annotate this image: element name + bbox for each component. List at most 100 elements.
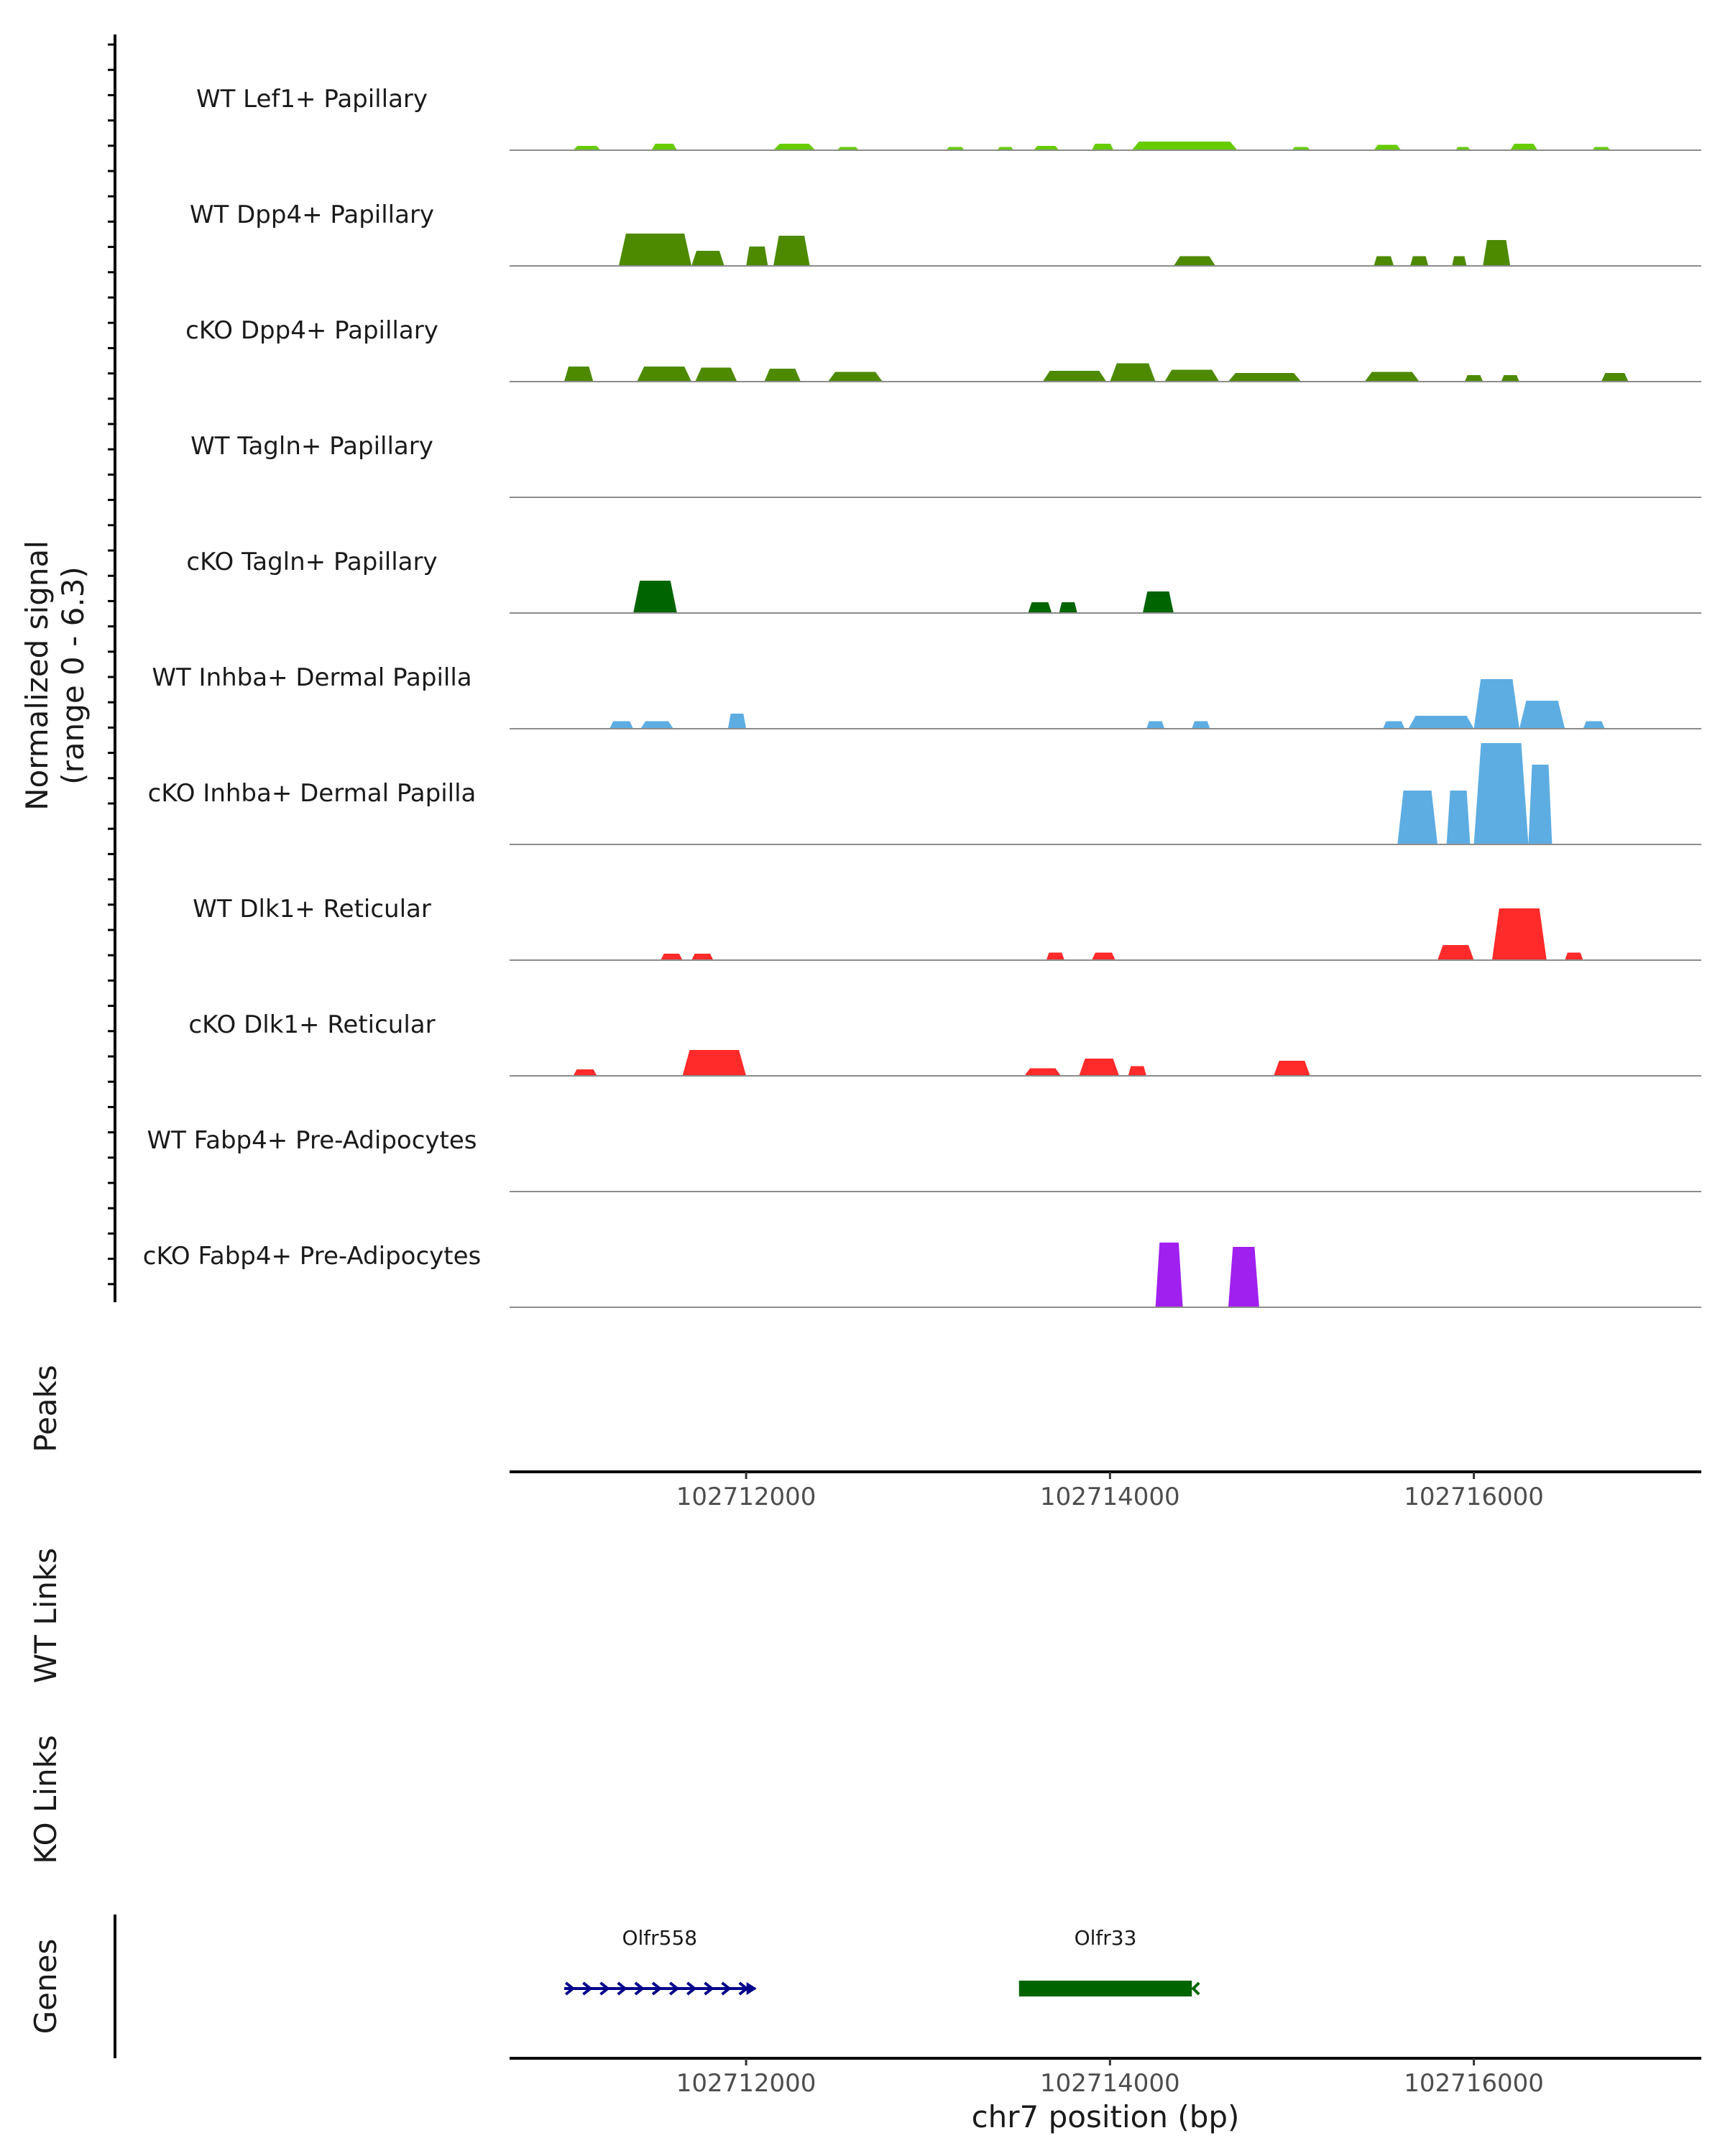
coverage-peak xyxy=(1446,791,1471,844)
signal-tracks: WT Lef1+ Papillary WT Dpp4+ Papillary cKO … xyxy=(143,85,1701,1308)
coverage-peak xyxy=(691,954,714,960)
coverage-peak xyxy=(1510,144,1538,150)
x-axis-tick-label: 102712000 xyxy=(676,2069,816,2098)
coverage-peak xyxy=(1059,602,1077,613)
signal-track: WT Tagln+ Papillary xyxy=(190,432,1701,498)
coverage-peak xyxy=(1583,721,1605,729)
coverage-peak xyxy=(997,147,1014,150)
gene-exon xyxy=(1018,1981,1192,1996)
coverage-peak xyxy=(764,369,801,382)
coverage-peak xyxy=(1491,908,1547,960)
coverage-peak xyxy=(1383,721,1405,729)
coverage-peak xyxy=(1131,142,1238,150)
coverage-peak xyxy=(695,367,737,382)
coverage-peak xyxy=(573,1069,597,1076)
coverage-peak xyxy=(727,714,747,729)
track-label: WT Inhba+ Dermal Papilla xyxy=(152,663,472,692)
peaks-x-axis-ticks: 102712000 102714000 102716000 xyxy=(676,1472,1544,1511)
strand-arrow xyxy=(564,1981,576,1996)
x-axis-tick-label: 102716000 xyxy=(1404,1483,1544,1511)
track-label: WT Tagln+ Papillary xyxy=(190,432,433,461)
wt-links-panel-label: WT Links xyxy=(28,1548,63,1683)
coverage-peak xyxy=(1374,144,1402,150)
coverage-peak xyxy=(1155,1243,1183,1307)
coverage-peak xyxy=(1092,144,1114,150)
gene-model: Olfr558 xyxy=(564,1926,757,1996)
coverage-peak xyxy=(1601,373,1629,382)
coverage-peak xyxy=(1408,716,1474,729)
coverage-peak xyxy=(1565,952,1583,960)
strand-arrow xyxy=(651,1981,663,1996)
signal-track: cKO Dpp4+ Papillary xyxy=(185,316,1701,382)
coverage-peak xyxy=(1464,375,1484,382)
strand-arrow xyxy=(721,1981,732,1996)
gene-end-arrow xyxy=(746,1982,757,1995)
strand-arrow xyxy=(668,1981,680,1996)
signal-track: cKO Inhba+ Dermal Papilla xyxy=(148,743,1701,845)
track-label: cKO Tagln+ Papillary xyxy=(186,548,437,576)
coverage-peak xyxy=(682,1050,747,1076)
coverage-peak xyxy=(1146,721,1165,729)
track-label: cKO Dpp4+ Papillary xyxy=(185,316,438,345)
coverage-peak xyxy=(1128,1066,1146,1076)
coverage-peak xyxy=(1410,256,1429,266)
coverage-peak xyxy=(1042,371,1107,382)
track-label: WT Dlk1+ Reticular xyxy=(193,895,431,923)
signal-y-axis-ticks xyxy=(108,43,115,1286)
coverage-peak xyxy=(1228,1247,1259,1307)
strand-arrow xyxy=(1191,1981,1200,1996)
coverage-peak xyxy=(773,144,816,150)
coverage-peak xyxy=(1192,721,1210,729)
strand-arrow xyxy=(617,1981,627,1996)
peaks-panel-label: Peaks xyxy=(28,1365,63,1452)
coverage-peak xyxy=(564,367,594,382)
coverage-peak xyxy=(1452,256,1467,266)
coverage-peak xyxy=(946,147,965,150)
genes-panel-label: Genes xyxy=(28,1939,63,2035)
coverage-peak xyxy=(1528,765,1552,844)
coverage-peak xyxy=(1501,375,1519,382)
coverage-peak xyxy=(637,367,692,382)
coverage-peak xyxy=(610,721,634,729)
genes-x-axis-ticks: 102712000 102714000 102716000 xyxy=(676,2058,1544,2098)
coverage-peak xyxy=(1046,952,1064,960)
coverage-peak xyxy=(1592,147,1611,150)
coverage-peak xyxy=(773,236,810,266)
signal-track: WT Dlk1+ Reticular xyxy=(193,895,1701,961)
signal-track: cKO Dlk1+ Reticular xyxy=(188,1010,1701,1077)
coverage-peak xyxy=(1364,372,1420,382)
x-axis-title: chr7 position (bp) xyxy=(972,2099,1240,2134)
strand-arrow xyxy=(686,1981,697,1996)
x-axis-tick-label: 102714000 xyxy=(1040,2069,1180,2098)
strand-arrow xyxy=(704,1981,714,1996)
ko-links-panel-label: KO Links xyxy=(28,1735,63,1864)
coverage-peak xyxy=(837,147,859,150)
track-label: WT Lef1+ Papillary xyxy=(196,85,428,114)
x-axis-tick-label: 102714000 xyxy=(1040,1483,1180,1511)
coverage-peak xyxy=(1173,256,1216,266)
signal-track: WT Fabp4+ Pre-Adipocytes xyxy=(147,1126,1701,1192)
coverage-peak xyxy=(1164,369,1220,382)
coverage-peak xyxy=(1079,1059,1119,1076)
signal-track: WT Dpp4+ Papillary xyxy=(190,201,1701,267)
coverage-peak xyxy=(691,251,724,266)
coverage-peak xyxy=(1374,256,1394,266)
coverage-peak xyxy=(1473,743,1529,844)
coverage-peak xyxy=(1455,147,1471,150)
gene-name-label: Olfr33 xyxy=(1075,1926,1137,1950)
signal-y-axis-title: Normalized signal xyxy=(19,540,55,811)
coverage-peak xyxy=(746,247,768,266)
coverage-peak xyxy=(1473,679,1519,729)
coverage-peak xyxy=(661,954,683,960)
track-label: cKO Fabp4+ Pre-Adipocytes xyxy=(143,1242,482,1271)
coverage-peak xyxy=(1483,240,1511,266)
coverage-peak xyxy=(1274,1061,1310,1076)
gene-name-label: Olfr558 xyxy=(622,1926,697,1950)
gene-annotations: Olfr558 Olfr33 xyxy=(564,1926,1200,1996)
track-label: WT Fabp4+ Pre-Adipocytes xyxy=(147,1126,477,1155)
coverage-peak xyxy=(1228,373,1302,382)
strand-arrow xyxy=(634,1981,645,1996)
coverage-peak xyxy=(1397,791,1438,844)
gene-model: Olfr33 xyxy=(1018,1926,1200,1996)
signal-track: WT Lef1+ Papillary xyxy=(196,85,1701,151)
